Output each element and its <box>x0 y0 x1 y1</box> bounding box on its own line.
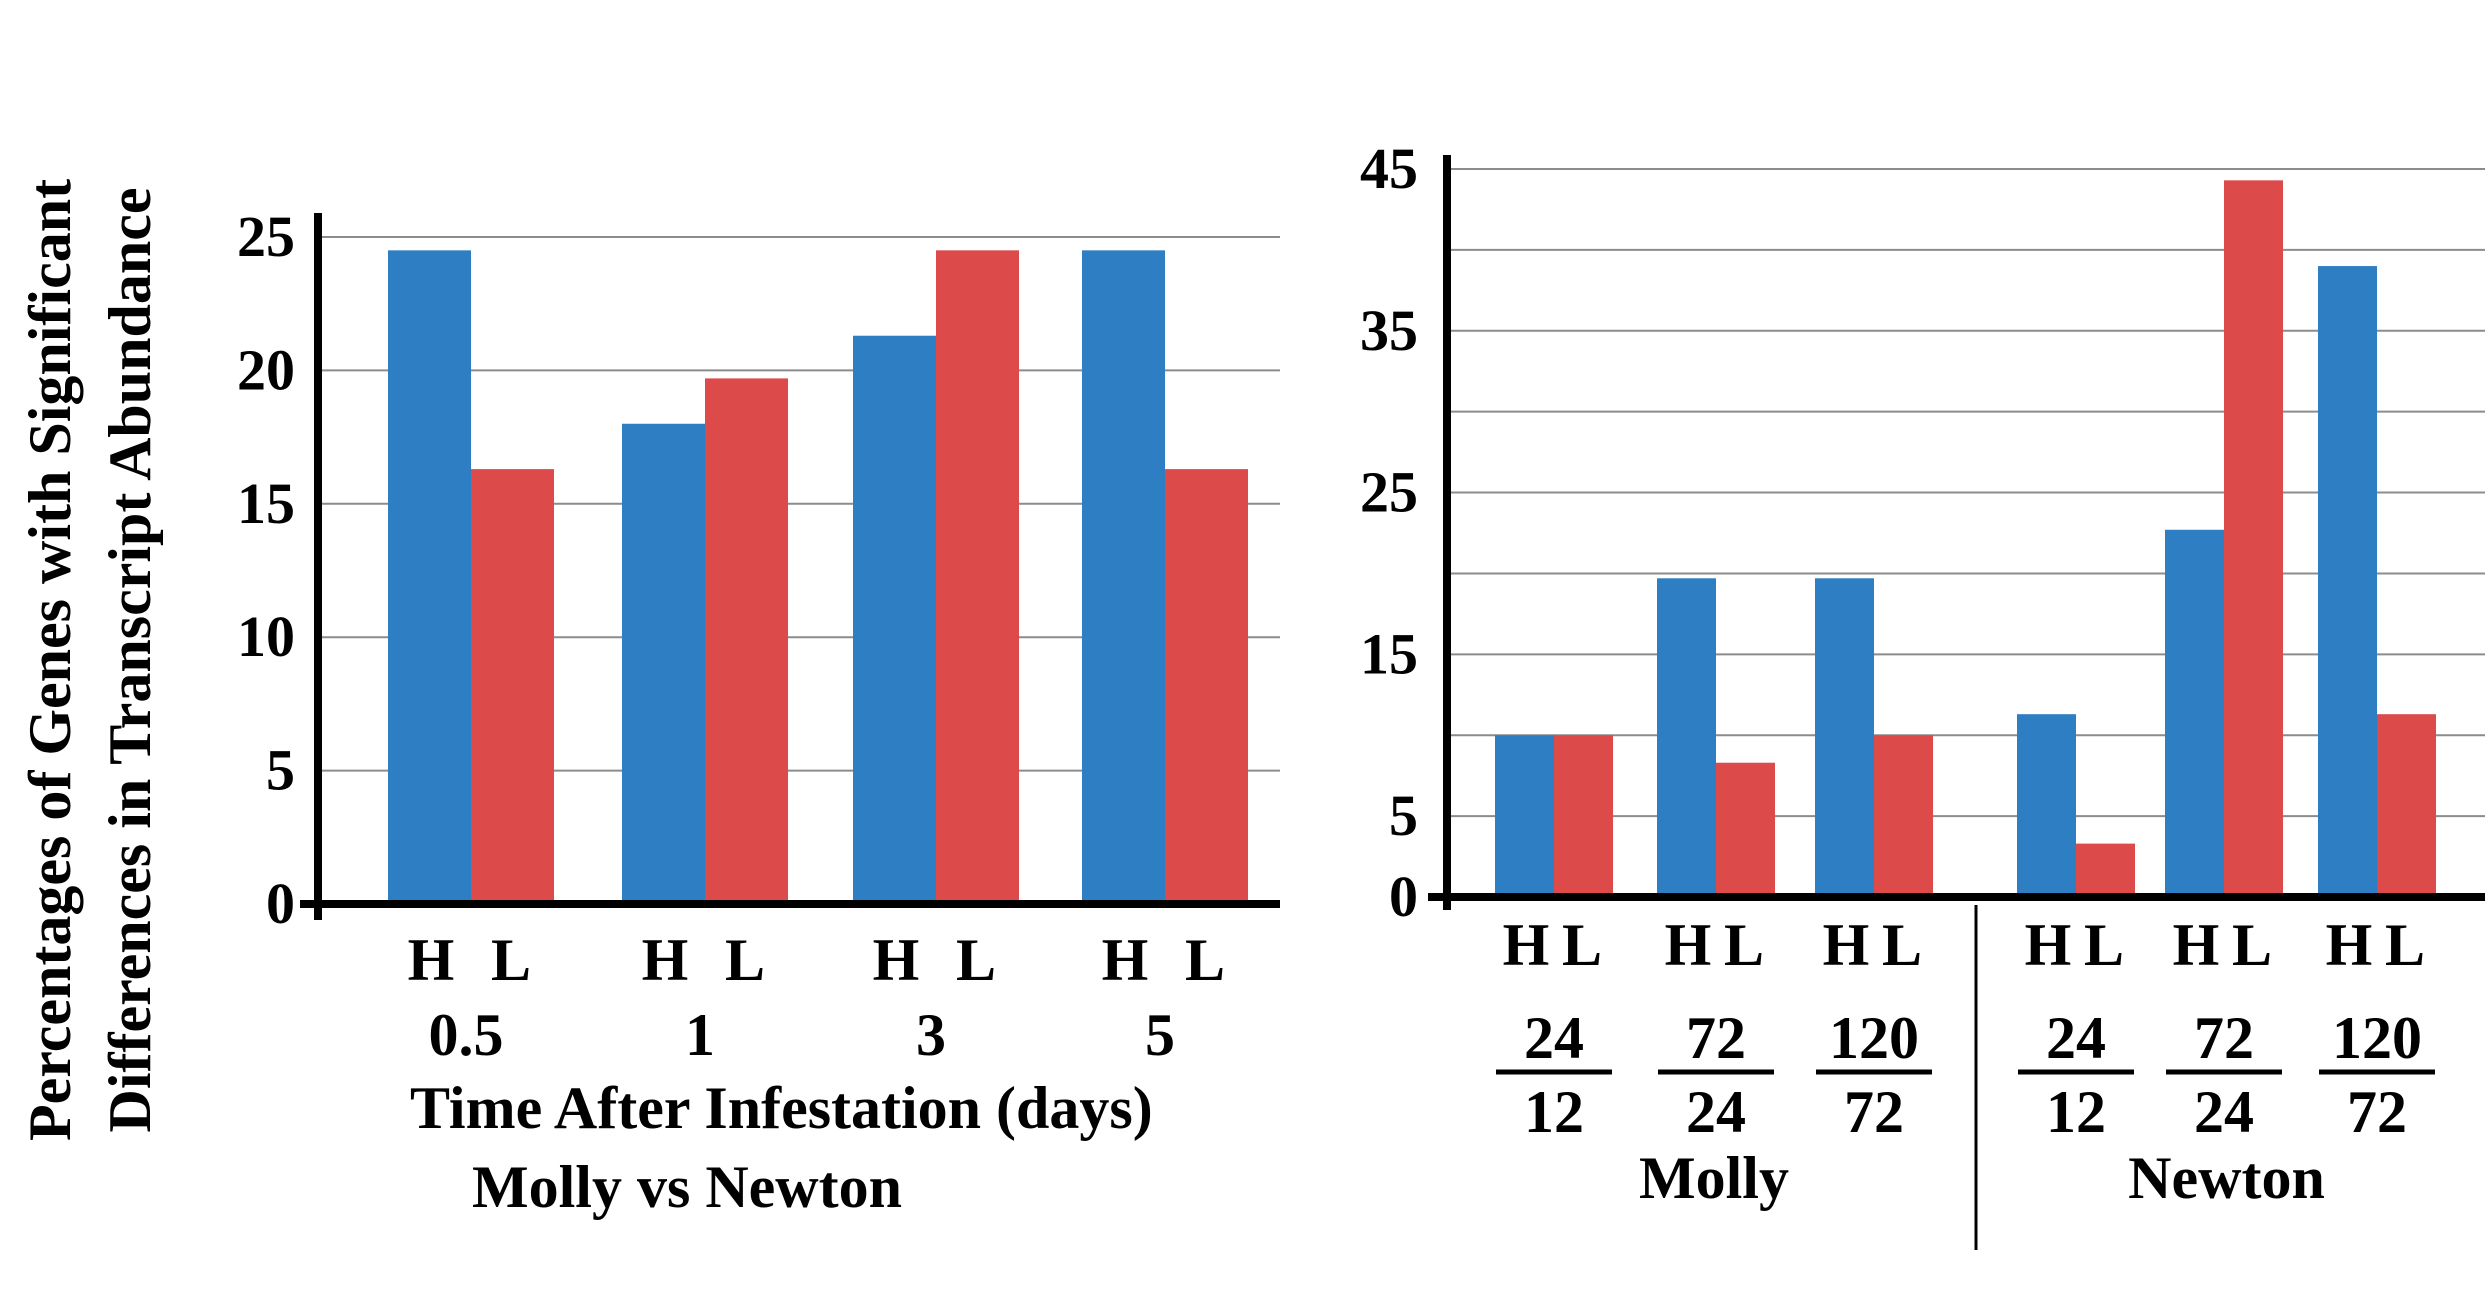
category-label: 1 <box>685 1002 715 1068</box>
ratio-denominator: 72 <box>2347 1079 2407 1145</box>
bar-label-h: H <box>1503 912 1550 978</box>
ratio-numerator: 120 <box>1829 1005 1919 1071</box>
x-axis-title: Time After Infestation (days) <box>410 1075 1153 1141</box>
y-tick-label: 20 <box>237 337 295 402</box>
ratio-denominator: 72 <box>1844 1079 1904 1145</box>
bar-H-newton-120-72 <box>2318 266 2377 898</box>
bar-label-h: H <box>2173 912 2220 978</box>
bar-label-h: H <box>873 927 920 993</box>
bar-label-l: L <box>2385 912 2425 978</box>
bar-H-newton-72-24 <box>2165 529 2224 897</box>
ratio-denominator: 24 <box>1686 1079 1746 1145</box>
bar-H-3 <box>853 335 936 904</box>
ratio-numerator: 24 <box>1524 1005 1584 1071</box>
bar-label-h: H <box>408 927 455 993</box>
bar-L-molly-72-24 <box>1716 762 1775 897</box>
bar-label-h: H <box>1102 927 1149 993</box>
y-axis-title: Percentages of Genes with Significant Di… <box>17 179 163 1141</box>
ratio-numerator: 120 <box>2332 1005 2422 1071</box>
bar-H-0.5 <box>388 250 471 905</box>
bar-label-h: H <box>2025 912 2072 978</box>
bar-H-newton-24-12 <box>2017 714 2076 897</box>
y-axis-title-line-1: Percentages of Genes with Significant <box>17 179 83 1141</box>
y-tick-label: 15 <box>237 471 295 536</box>
bar-L-molly-24-12 <box>1554 735 1613 897</box>
ratio-denominator: 12 <box>2046 1079 2106 1145</box>
y-tick-label: 0 <box>266 871 295 936</box>
y-tick-label: 5 <box>1389 783 1418 848</box>
y-tick-label: 5 <box>266 738 295 803</box>
y-tick-label: 0 <box>1389 864 1418 929</box>
ratio-numerator: 72 <box>2194 1005 2254 1071</box>
ratio-denominator: 24 <box>2194 1079 2254 1145</box>
y-tick-label: 25 <box>1360 460 1418 525</box>
bar-label-h: H <box>2326 912 2373 978</box>
ratio-denominator: 12 <box>1524 1079 1584 1145</box>
bar-L-newton-72-24 <box>2224 180 2283 897</box>
bar-label-l: L <box>2232 912 2272 978</box>
bar-L-newton-120-72 <box>2377 714 2436 897</box>
y-tick-label: 25 <box>237 204 295 269</box>
bar-L-newton-24-12 <box>2076 843 2135 897</box>
bar-H-1 <box>622 423 705 904</box>
chart-subtitle: Molly vs Newton <box>472 1154 902 1220</box>
bar-H-molly-120-72 <box>1815 578 1874 897</box>
bar-label-l: L <box>1562 912 1602 978</box>
bar-label-l: L <box>1724 912 1764 978</box>
y-tick-label: 15 <box>1360 621 1418 686</box>
y-tick-label: 45 <box>1360 136 1418 201</box>
y-axis-title-line-2: Differences in Transcript Abundance <box>97 187 163 1132</box>
y-tick-label: 35 <box>1360 298 1418 363</box>
category-label: 0.5 <box>429 1002 504 1068</box>
ratio-numerator: 72 <box>1686 1005 1746 1071</box>
bar-L-molly-120-72 <box>1874 735 1933 897</box>
bar-label-l: L <box>956 927 996 993</box>
ratio-numerator: 24 <box>2046 1005 2106 1071</box>
group-label-newton: Newton <box>2128 1145 2325 1211</box>
bar-label-h: H <box>1665 912 1712 978</box>
category-label: 5 <box>1145 1002 1175 1068</box>
bar-L-0.5 <box>471 469 554 904</box>
bar-label-h: H <box>642 927 689 993</box>
bar-label-l: L <box>2084 912 2124 978</box>
bar-H-molly-24-12 <box>1495 735 1554 897</box>
bar-label-l: L <box>491 927 531 993</box>
group-label-molly: Molly <box>1639 1145 1789 1211</box>
bar-L-5 <box>1165 469 1248 904</box>
bar-L-3 <box>936 250 1019 905</box>
bar-label-l: L <box>1882 912 1922 978</box>
bar-H-molly-72-24 <box>1657 578 1716 897</box>
bar-L-1 <box>705 378 788 904</box>
bar-label-h: H <box>1823 912 1870 978</box>
bar-label-l: L <box>1185 927 1225 993</box>
category-label: 3 <box>916 1002 946 1068</box>
y-tick-label: 10 <box>237 604 295 669</box>
bar-H-5 <box>1082 250 1165 905</box>
bar-label-l: L <box>725 927 765 993</box>
